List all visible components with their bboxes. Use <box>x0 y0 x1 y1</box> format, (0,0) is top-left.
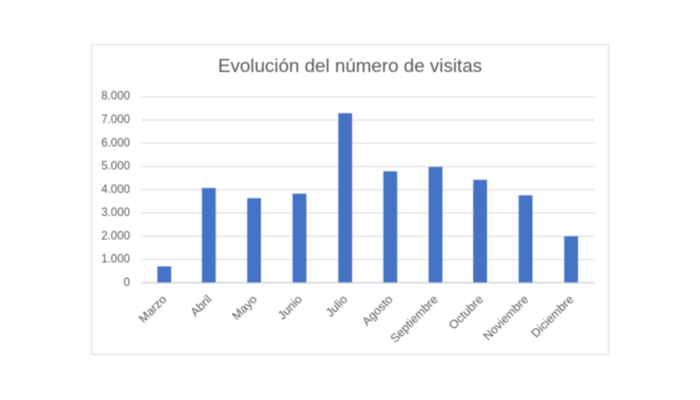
svg-text:5.000: 5.000 <box>101 161 130 173</box>
svg-text:2.000: 2.000 <box>101 230 130 242</box>
svg-text:1.000: 1.000 <box>101 254 130 266</box>
svg-text:8.000: 8.000 <box>101 91 130 103</box>
svg-text:4.000: 4.000 <box>101 184 130 196</box>
svg-text:6.000: 6.000 <box>101 137 130 149</box>
svg-text:7.000: 7.000 <box>101 114 130 126</box>
svg-text:Evolución del número de visita: Evolución del número de visitas <box>218 55 482 76</box>
svg-text:0: 0 <box>124 277 130 289</box>
svg-text:3.000: 3.000 <box>101 207 130 219</box>
